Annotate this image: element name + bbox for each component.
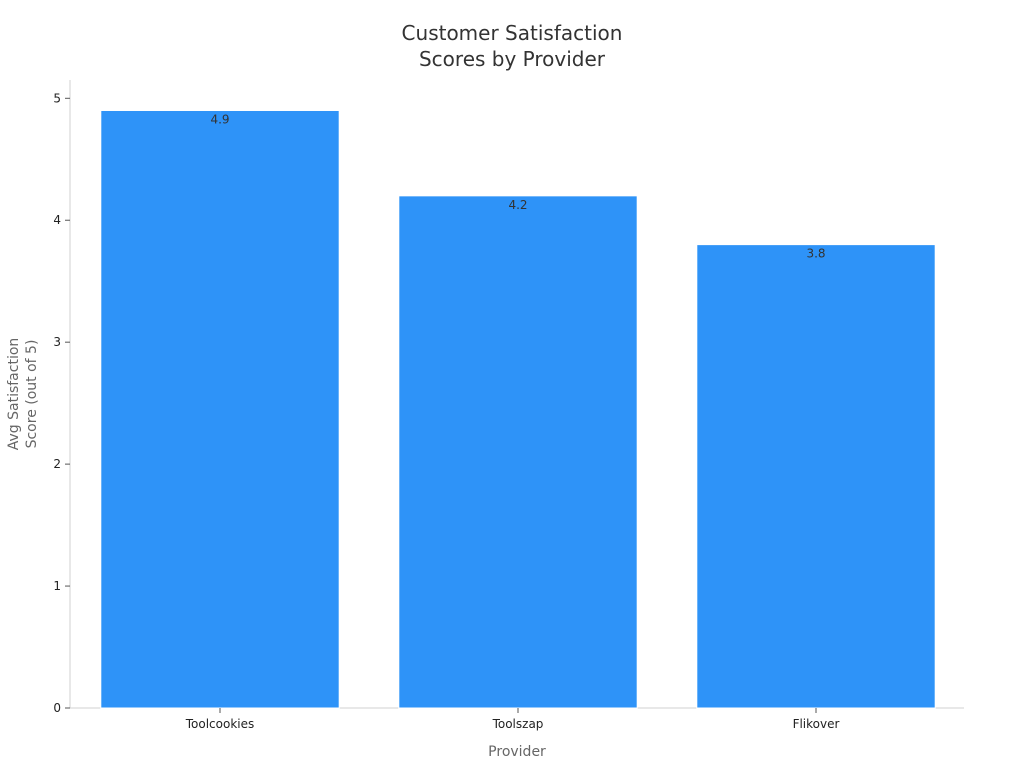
- y-tick-label: 4: [53, 213, 61, 227]
- data-labels: 4.9 4.2 3.8: [210, 112, 825, 260]
- bar-toolszap: [398, 195, 638, 709]
- chart-title-line-2: Scores by Provider: [419, 47, 606, 71]
- chart-title-line-1: Customer Satisfaction: [402, 21, 623, 45]
- bar-toolcookies: [100, 109, 340, 709]
- data-label-toolcookies: 4.9: [210, 112, 229, 126]
- y-axis-title-line-2: Score (out of 5): [24, 340, 40, 449]
- y-tick-label: 1: [53, 579, 61, 593]
- y-axis-title-line-1: Avg Satisfaction: [6, 338, 22, 451]
- bars: [100, 109, 936, 709]
- x-axis-ticks: Toolcookies Toolszap Flikover: [185, 708, 840, 731]
- bar-flikover: [696, 244, 936, 709]
- x-tick-label-toolszap: Toolszap: [492, 717, 544, 731]
- x-tick-label-toolcookies: Toolcookies: [185, 717, 255, 731]
- y-axis-title: Avg Satisfaction Score (out of 5): [6, 338, 40, 451]
- data-label-toolszap: 4.2: [508, 198, 527, 212]
- y-tick-label: 0: [53, 701, 61, 715]
- x-axis-title: Provider: [488, 744, 546, 760]
- x-tick-label-flikover: Flikover: [793, 717, 840, 731]
- y-axis-ticks: 0 1 2 3 4 5: [53, 91, 70, 715]
- plot-area: 0 1 2 3 4 5 4.9 4.2 3.8 Toolcookies Toolszap Flik…: [53, 80, 964, 731]
- y-tick-label: 2: [53, 457, 61, 471]
- chart-title: Customer Satisfaction Scores by Provider: [402, 21, 623, 71]
- y-tick-label: 5: [53, 91, 61, 105]
- y-tick-label: 3: [53, 335, 61, 349]
- data-label-flikover: 3.8: [806, 247, 825, 261]
